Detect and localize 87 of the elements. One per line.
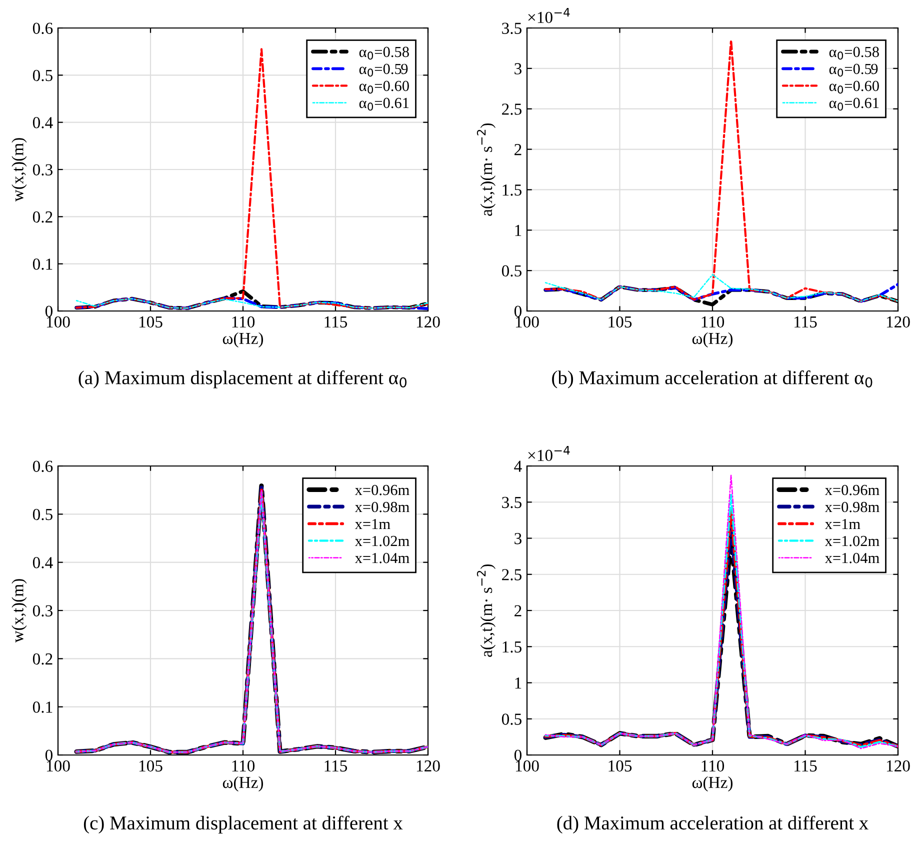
y-tick-label: 3.5	[502, 22, 522, 34]
text: ×10$^{−4}$	[528, 446, 570, 462]
legend-label: x=0.98m	[354, 502, 410, 512]
x-tick-label: 115	[794, 316, 817, 328]
line-series	[544, 274, 898, 302]
legend-label: x=0.96m	[824, 484, 880, 496]
x-tick-label: 110	[702, 760, 724, 772]
x-tick-label: 120	[416, 760, 440, 772]
x-tick-label: 100	[516, 760, 539, 772]
y-tick-label: 2.5	[502, 104, 522, 115]
y-axis-title: a(x,t)(m· s$^{−2}$)	[476, 123, 496, 216]
x-axis-title: ω(Hz)	[222, 776, 264, 792]
y-tick-label: 1.5	[502, 641, 522, 653]
x-axis-title: ω(Hz)	[222, 332, 264, 348]
legend-label: x=1.04m	[354, 552, 410, 564]
x-tick-label: 100	[46, 760, 70, 772]
legend-label: x=0.96m	[354, 484, 410, 496]
text: (d) Maximum acceleration at different x	[557, 816, 868, 834]
x-tick-label: 105	[608, 760, 632, 772]
y-tick-label: 2	[514, 144, 522, 156]
legend-label: α$_{0}$=0.61	[359, 98, 409, 111]
legend-label: α$_{0}$=0.60	[829, 80, 879, 94]
y-tick-label: 0.5	[32, 508, 52, 520]
x-tick-label: 105	[139, 316, 162, 328]
y-tick-label: 4	[514, 460, 522, 472]
x-tick-label: 120	[886, 760, 910, 772]
y-tick-label: 0.6	[32, 460, 53, 472]
x-tick-label: 110	[702, 316, 724, 328]
y-tick-label: 1.5	[502, 184, 522, 196]
y-tick-label: 0.1	[32, 258, 52, 270]
y-tick-label: 0	[45, 750, 53, 761]
legend-label: x=1.02m	[354, 536, 410, 546]
y-tick-label: 3	[514, 63, 522, 74]
y-tick-label: 3.5	[502, 496, 522, 508]
legend-label: x=0.98m	[824, 502, 880, 512]
legend-label: α$_{0}$=0.60	[359, 80, 409, 94]
y-tick-label: 3	[514, 532, 522, 544]
x-tick-label: 100	[516, 316, 539, 328]
x-tick-label: 120	[886, 316, 910, 328]
y-tick-label: 0.1	[32, 702, 52, 713]
y-tick-label: 0.4	[32, 117, 53, 128]
line-series	[75, 48, 428, 310]
legend-label: x=1.04m	[824, 552, 880, 564]
y-tick-label: 0.5	[502, 714, 522, 725]
y-tick-label: 0.3	[32, 605, 52, 617]
x-tick-label: 100	[46, 316, 70, 328]
text: (a) Maximum displacement at different α$_{0}$	[78, 370, 406, 388]
y-tick-label: 0.3	[32, 164, 52, 176]
y-tick-label: 0	[45, 306, 53, 317]
x-tick-label: 110	[232, 316, 255, 328]
text: (b) Maximum acceleration at different α$_{0}$	[552, 370, 872, 388]
x-axis-title: ω(Hz)	[692, 776, 733, 792]
text: ×10$^{−4}$	[528, 8, 570, 24]
y-axis-title: a(x,t)(m· s$^{−2}$)	[476, 564, 496, 657]
y-axis-title: w(x,t)(m)	[12, 579, 27, 643]
legend-label: α$_{0}$=0.59	[359, 64, 408, 77]
y-tick-label: 0.2	[32, 653, 52, 665]
y-tick-label: 0	[514, 306, 522, 317]
y-tick-label: 2.5	[502, 569, 522, 580]
x-tick-label: 105	[139, 760, 162, 772]
legend-label: x=1.02m	[824, 536, 880, 546]
text: (c) Maximum displacement at different x	[84, 816, 403, 834]
legend-label: x=1m	[354, 518, 390, 530]
y-tick-label: 0.2	[32, 211, 52, 223]
legend-label: α$_{0}$=0.58	[359, 46, 409, 60]
y-tick-label: 0.4	[32, 557, 53, 568]
x-tick-label: 115	[794, 760, 817, 772]
legend-label: x=1m	[824, 518, 860, 530]
y-tick-label: 0.5	[32, 70, 52, 82]
y-tick-label: 0	[514, 750, 522, 761]
x-tick-label: 120	[416, 316, 440, 328]
y-tick-label: 1	[515, 224, 522, 236]
x-tick-label: 105	[608, 316, 632, 328]
y-tick-label: 1	[515, 678, 522, 689]
legend-label: α$_{0}$=0.59	[829, 64, 878, 77]
y-tick-label: 0.5	[502, 265, 522, 277]
x-tick-label: 115	[324, 760, 348, 772]
line-series	[544, 282, 898, 303]
legend-label: α$_{0}$=0.61	[829, 98, 879, 111]
y-tick-label: 0.6	[32, 22, 53, 34]
line-series	[544, 39, 898, 302]
y-tick-label: 2	[514, 605, 522, 616]
legend-label: α$_{0}$=0.58	[829, 46, 879, 60]
x-axis-title: ω(Hz)	[692, 332, 733, 348]
y-axis-title: w(x,t)(m)	[12, 138, 27, 202]
x-tick-label: 115	[324, 316, 348, 328]
x-tick-label: 110	[232, 760, 255, 772]
